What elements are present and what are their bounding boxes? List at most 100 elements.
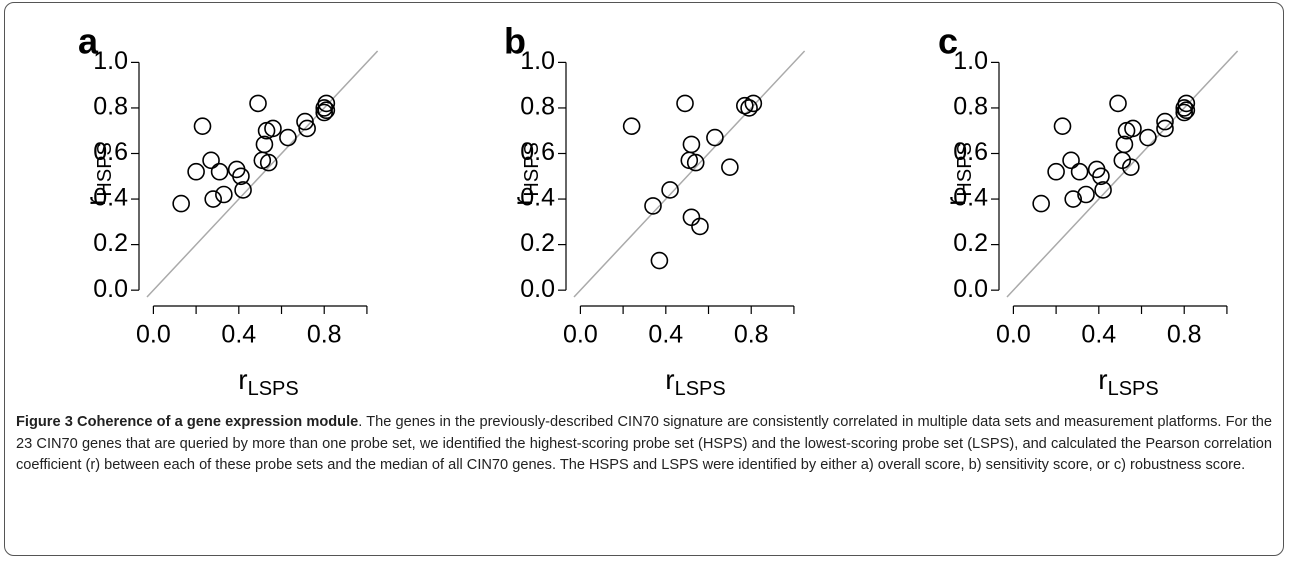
y-tick-label: 0.4 [93,184,128,212]
point [622,117,641,135]
point [1094,181,1112,199]
y-axis-label-sub: HSPS [521,142,543,196]
x-tick-label: 0.8 [307,321,342,349]
y-tick-label: 0.8 [953,93,988,121]
y-axis-label: rHSPS [507,142,543,206]
point [232,167,250,186]
x-axis-label: rLSPS [665,364,725,400]
y-axis-label-main: r [80,197,111,206]
y-axis-label-sub: HSPS [94,142,116,196]
y-tick-label: 1.0 [953,47,988,75]
y-tick-label: 0.0 [93,275,128,303]
x-axis-label-main: r [1098,364,1107,395]
point [1109,94,1127,113]
point [1175,103,1194,122]
point [1156,112,1174,131]
x-axis-label-sub: LSPS [1108,378,1159,400]
panel-label: b [504,21,526,62]
point [279,128,297,147]
point [255,135,274,154]
point [1077,185,1095,204]
point [1124,119,1142,138]
y-axis-label: rHSPS [80,142,116,206]
point [1070,162,1089,181]
y-tick-label: 1.0 [93,47,128,75]
point [317,101,336,120]
y-tick-label: 0.2 [953,229,988,257]
point [650,251,669,270]
point [661,181,679,199]
diagonal-line [1006,50,1239,298]
x-axis-label-sub: LSPS [248,378,299,400]
point [210,162,229,181]
point [740,99,758,117]
y-axis-label-main: r [940,197,971,206]
y-tick-label: 0.6 [953,138,988,166]
x-tick-label: 0.4 [221,321,256,349]
point [193,117,212,135]
y-axis-label: rHSPS [940,142,976,206]
x-tick-label: 0.0 [996,321,1031,349]
y-tick-label: 0.6 [93,138,128,166]
x-axis-label: rLSPS [1098,364,1158,400]
x-tick-label: 0.4 [648,321,683,349]
point [264,119,282,138]
point [172,194,190,213]
x-tick-label: 0.8 [1167,321,1202,349]
panel-label: a [78,21,99,62]
point [1177,101,1196,120]
x-tick-label: 0.8 [734,321,769,349]
point [215,185,233,204]
y-axis-label-sub: HSPS [954,142,976,196]
y-tick-label: 0.6 [520,138,555,166]
point [1062,151,1080,170]
point [296,112,314,131]
x-axis-label: rLSPS [238,364,298,400]
point [298,119,316,138]
point [187,162,205,181]
y-tick-label: 0.2 [520,229,555,257]
y-axis-label-main: r [507,197,538,206]
x-axis-label-main: r [238,364,247,395]
point [1092,167,1110,186]
point [682,208,701,227]
point [1032,194,1050,213]
caption-text: . The genes in the previously-described … [16,414,1272,473]
y-tick-label: 1.0 [520,47,555,75]
y-tick-label: 0.0 [953,275,988,303]
y-tick-label: 0.8 [520,93,555,121]
caption-label: Figure 3 Coherence of a gene expression … [16,414,359,430]
point [1047,162,1065,181]
point [1156,119,1174,138]
point [204,190,222,208]
point [202,151,220,170]
point [249,94,267,113]
point [317,94,336,113]
x-tick-label: 0.0 [136,321,171,349]
x-tick-label: 0.4 [1081,321,1116,349]
y-tick-label: 0.2 [93,229,128,257]
x-axis-label-sub: LSPS [675,378,726,400]
y-tick-label: 0.8 [93,93,128,121]
point [736,96,754,115]
figure: a0.00.20.40.60.81.00.0 0.4 0.8rLSPSrHSPSb0… [78,21,1239,400]
point [234,181,252,199]
caption: Figure 3 Coherence of a gene expression … [16,412,1272,477]
y-tick-label: 0.4 [953,184,988,212]
diagonal-line [573,50,806,298]
x-tick-label: 0.0 [563,321,598,349]
point [259,153,278,172]
point [1115,135,1134,154]
point [1053,117,1072,135]
point [315,103,334,122]
point [1122,158,1140,176]
diagonal-line [146,50,379,298]
point [1139,128,1157,147]
point [744,94,763,113]
point [1177,94,1196,113]
point [644,197,662,215]
point [691,217,709,236]
figure-frame [4,2,1284,556]
point [686,153,705,172]
